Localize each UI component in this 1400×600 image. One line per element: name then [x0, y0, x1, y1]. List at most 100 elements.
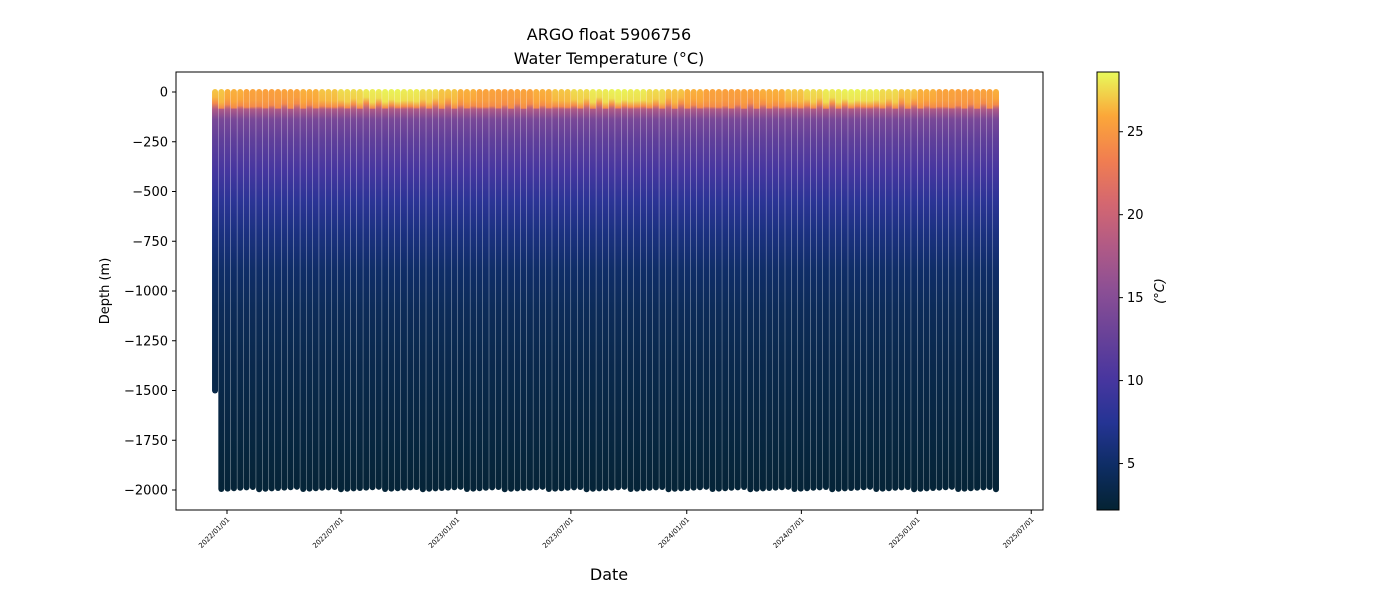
- profile-column: [608, 89, 615, 491]
- profile-column: [400, 89, 407, 491]
- profile-column: [791, 89, 798, 493]
- profile-column: [936, 89, 943, 491]
- y-tick-label: −250: [132, 135, 168, 150]
- profile-column: [923, 89, 930, 492]
- profile-column: [319, 89, 326, 491]
- x-tick-label: 2024/07/01: [772, 516, 806, 550]
- y-tick-label: −750: [132, 235, 168, 250]
- profile-column: [766, 89, 773, 492]
- profile-column: [904, 89, 911, 491]
- profile-column: [407, 89, 414, 491]
- colorbar-tick-label: 10: [1127, 374, 1144, 389]
- profile-column: [665, 89, 672, 493]
- profile-column: [388, 89, 395, 492]
- colorbar-tick-label: 25: [1127, 125, 1144, 140]
- profile-column: [281, 89, 288, 491]
- chart-title: ARGO float 5906756: [527, 25, 691, 44]
- colorbar-label: (°C): [1153, 278, 1168, 304]
- profile-column: [615, 89, 622, 491]
- profiles-layer: [212, 89, 999, 493]
- profile-column: [633, 89, 640, 492]
- profile-column: [810, 89, 817, 491]
- profile-column: [659, 89, 666, 491]
- y-tick-label: −1000: [124, 285, 168, 300]
- profile-column: [684, 89, 691, 492]
- profile-column: [432, 89, 439, 492]
- profile-column: [237, 89, 244, 491]
- profile-column: [974, 89, 981, 491]
- profile-column: [873, 89, 880, 493]
- profile-column: [980, 89, 987, 491]
- profile-column: [854, 89, 861, 491]
- profile-column: [470, 89, 477, 492]
- profile-column: [961, 89, 968, 492]
- profile-column: [917, 89, 924, 492]
- profile-column: [445, 89, 452, 491]
- profile-column: [589, 89, 596, 492]
- profile-column: [489, 89, 496, 491]
- profile-column: [224, 89, 231, 492]
- profile-column: [438, 89, 445, 492]
- profile-column: [293, 89, 300, 490]
- profile-column: [841, 89, 848, 492]
- colorbar-tick-label: 5: [1127, 457, 1135, 472]
- profile-column: [829, 89, 836, 493]
- profile-column: [955, 89, 962, 493]
- chart-subtitle: Water Temperature (°C): [514, 49, 704, 68]
- profile-column: [885, 89, 892, 492]
- profile-column: [375, 89, 382, 490]
- profile-column: [337, 89, 344, 493]
- profile-column: [911, 89, 918, 493]
- y-tick-label: 0: [160, 86, 168, 101]
- profile-column: [571, 89, 578, 491]
- profile-column: [344, 89, 351, 492]
- profile-column: [734, 89, 741, 491]
- profile-column: [256, 89, 263, 493]
- colorbar-tick-label: 15: [1127, 291, 1144, 306]
- profile-column: [552, 89, 559, 492]
- y-axis-label: Depth (m): [98, 258, 113, 325]
- profile-column: [797, 89, 804, 492]
- profile-column: [867, 89, 874, 490]
- x-tick-label: 2022/01/01: [197, 516, 231, 550]
- profile-column: [394, 89, 401, 492]
- profile-column: [212, 89, 219, 394]
- profile-column: [652, 89, 659, 491]
- profile-column: [898, 89, 905, 491]
- profile-column: [728, 89, 735, 491]
- profile-column: [816, 89, 823, 491]
- profile-column: [356, 89, 363, 492]
- profile-column: [539, 89, 546, 490]
- profile-column: [747, 89, 754, 493]
- y-tick-label: −500: [132, 185, 168, 200]
- profile-column: [860, 89, 867, 491]
- x-tick-label: 2025/01/01: [887, 516, 921, 550]
- profile-column: [369, 89, 376, 491]
- profile-column: [545, 89, 552, 493]
- profile-column: [243, 89, 250, 491]
- profile-column: [722, 89, 729, 492]
- profile-column: [463, 89, 470, 493]
- profile-column: [520, 89, 527, 492]
- profile-column: [514, 89, 521, 492]
- profile-column: [602, 89, 609, 492]
- profile-column: [558, 89, 565, 492]
- x-tick-label: 2025/07/01: [1001, 516, 1035, 550]
- profile-column: [690, 89, 697, 491]
- profile-column: [930, 89, 937, 492]
- profile-column: [696, 89, 703, 491]
- profile-column: [482, 89, 489, 491]
- profile-column: [772, 89, 779, 491]
- x-tick-label: 2022/07/01: [311, 516, 345, 550]
- profile-column: [426, 89, 433, 492]
- y-tick-label: −1500: [124, 384, 168, 399]
- profile-column: [457, 89, 464, 490]
- colorbar-tick-label: 20: [1127, 208, 1144, 223]
- profile-column: [300, 89, 307, 493]
- profile-column: [262, 89, 269, 492]
- y-axis: 0 −250 −500 −750 −1000 −1250 −1500 −1750 −2000: [124, 86, 176, 499]
- x-axis: 2022/01/01 2022/07/01 2023/01/01 2023/07/01…: [197, 510, 1036, 550]
- profile-column: [703, 89, 710, 490]
- profile-column: [753, 89, 760, 492]
